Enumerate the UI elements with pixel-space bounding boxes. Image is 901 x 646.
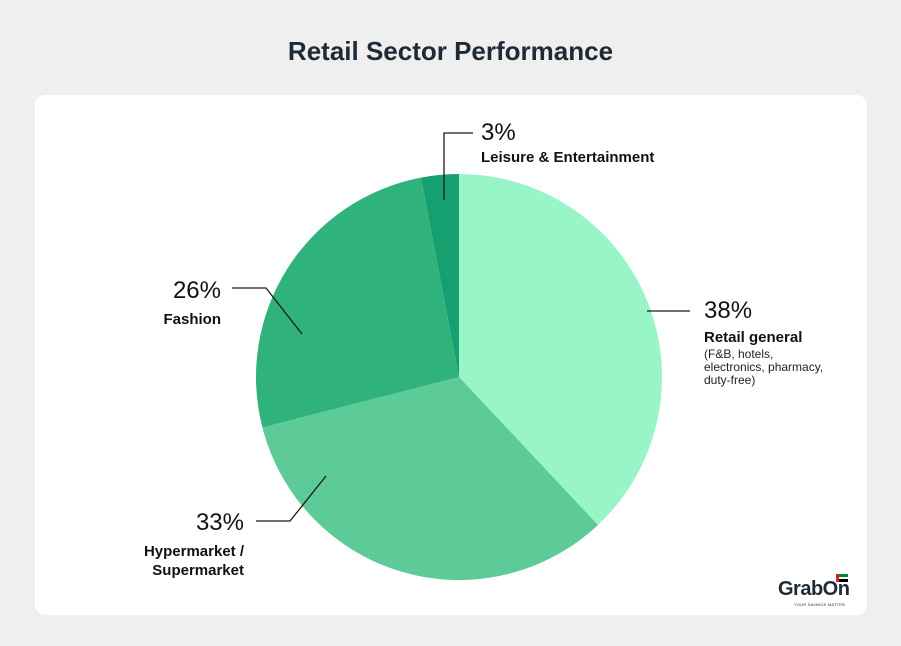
grabon-logo: GrabOn YOUR SAVINGS MATTER: [778, 574, 858, 608]
logo-tagline: YOUR SAVINGS MATTER: [794, 602, 846, 607]
pie-slices: [256, 174, 662, 580]
leader-line-leisure: [443, 132, 473, 200]
label-hypermarket-1: Hypermarket /: [144, 543, 245, 560]
label-retail-general: Retail general: [704, 329, 802, 346]
chart-title: Retail Sector Performance: [287, 36, 614, 66]
leader-line-fashion: [232, 287, 303, 335]
sublabel-retail-general-3: duty-free): [704, 373, 755, 387]
label-leisure: Leisure & Entertainment: [481, 149, 654, 166]
leader-line-hypermarket: [256, 475, 327, 522]
sublabel-retail-general-2: electronics, pharmacy,: [704, 360, 823, 374]
logo-wordmark: GrabOn: [778, 578, 850, 600]
pie-slice-hypermarket-supermarket: [262, 377, 598, 580]
pie-slice-retail-general: [459, 174, 662, 525]
data-label-hypermarket: 33%: [196, 509, 244, 536]
label-fashion: Fashion: [163, 311, 221, 328]
data-label-fashion: 26%: [173, 277, 221, 304]
pie-slice-fashion: [256, 177, 459, 428]
sublabel-retail-general-1: (F&B, hotels,: [704, 347, 773, 361]
label-hypermarket-2: Supermarket: [152, 562, 244, 579]
data-label-leisure: 3%: [481, 119, 516, 146]
data-label-retail-general: 38%: [704, 297, 752, 324]
pie-slice-leisure-entertainment: [420, 174, 459, 377]
uae-flag-icon: [836, 574, 848, 582]
